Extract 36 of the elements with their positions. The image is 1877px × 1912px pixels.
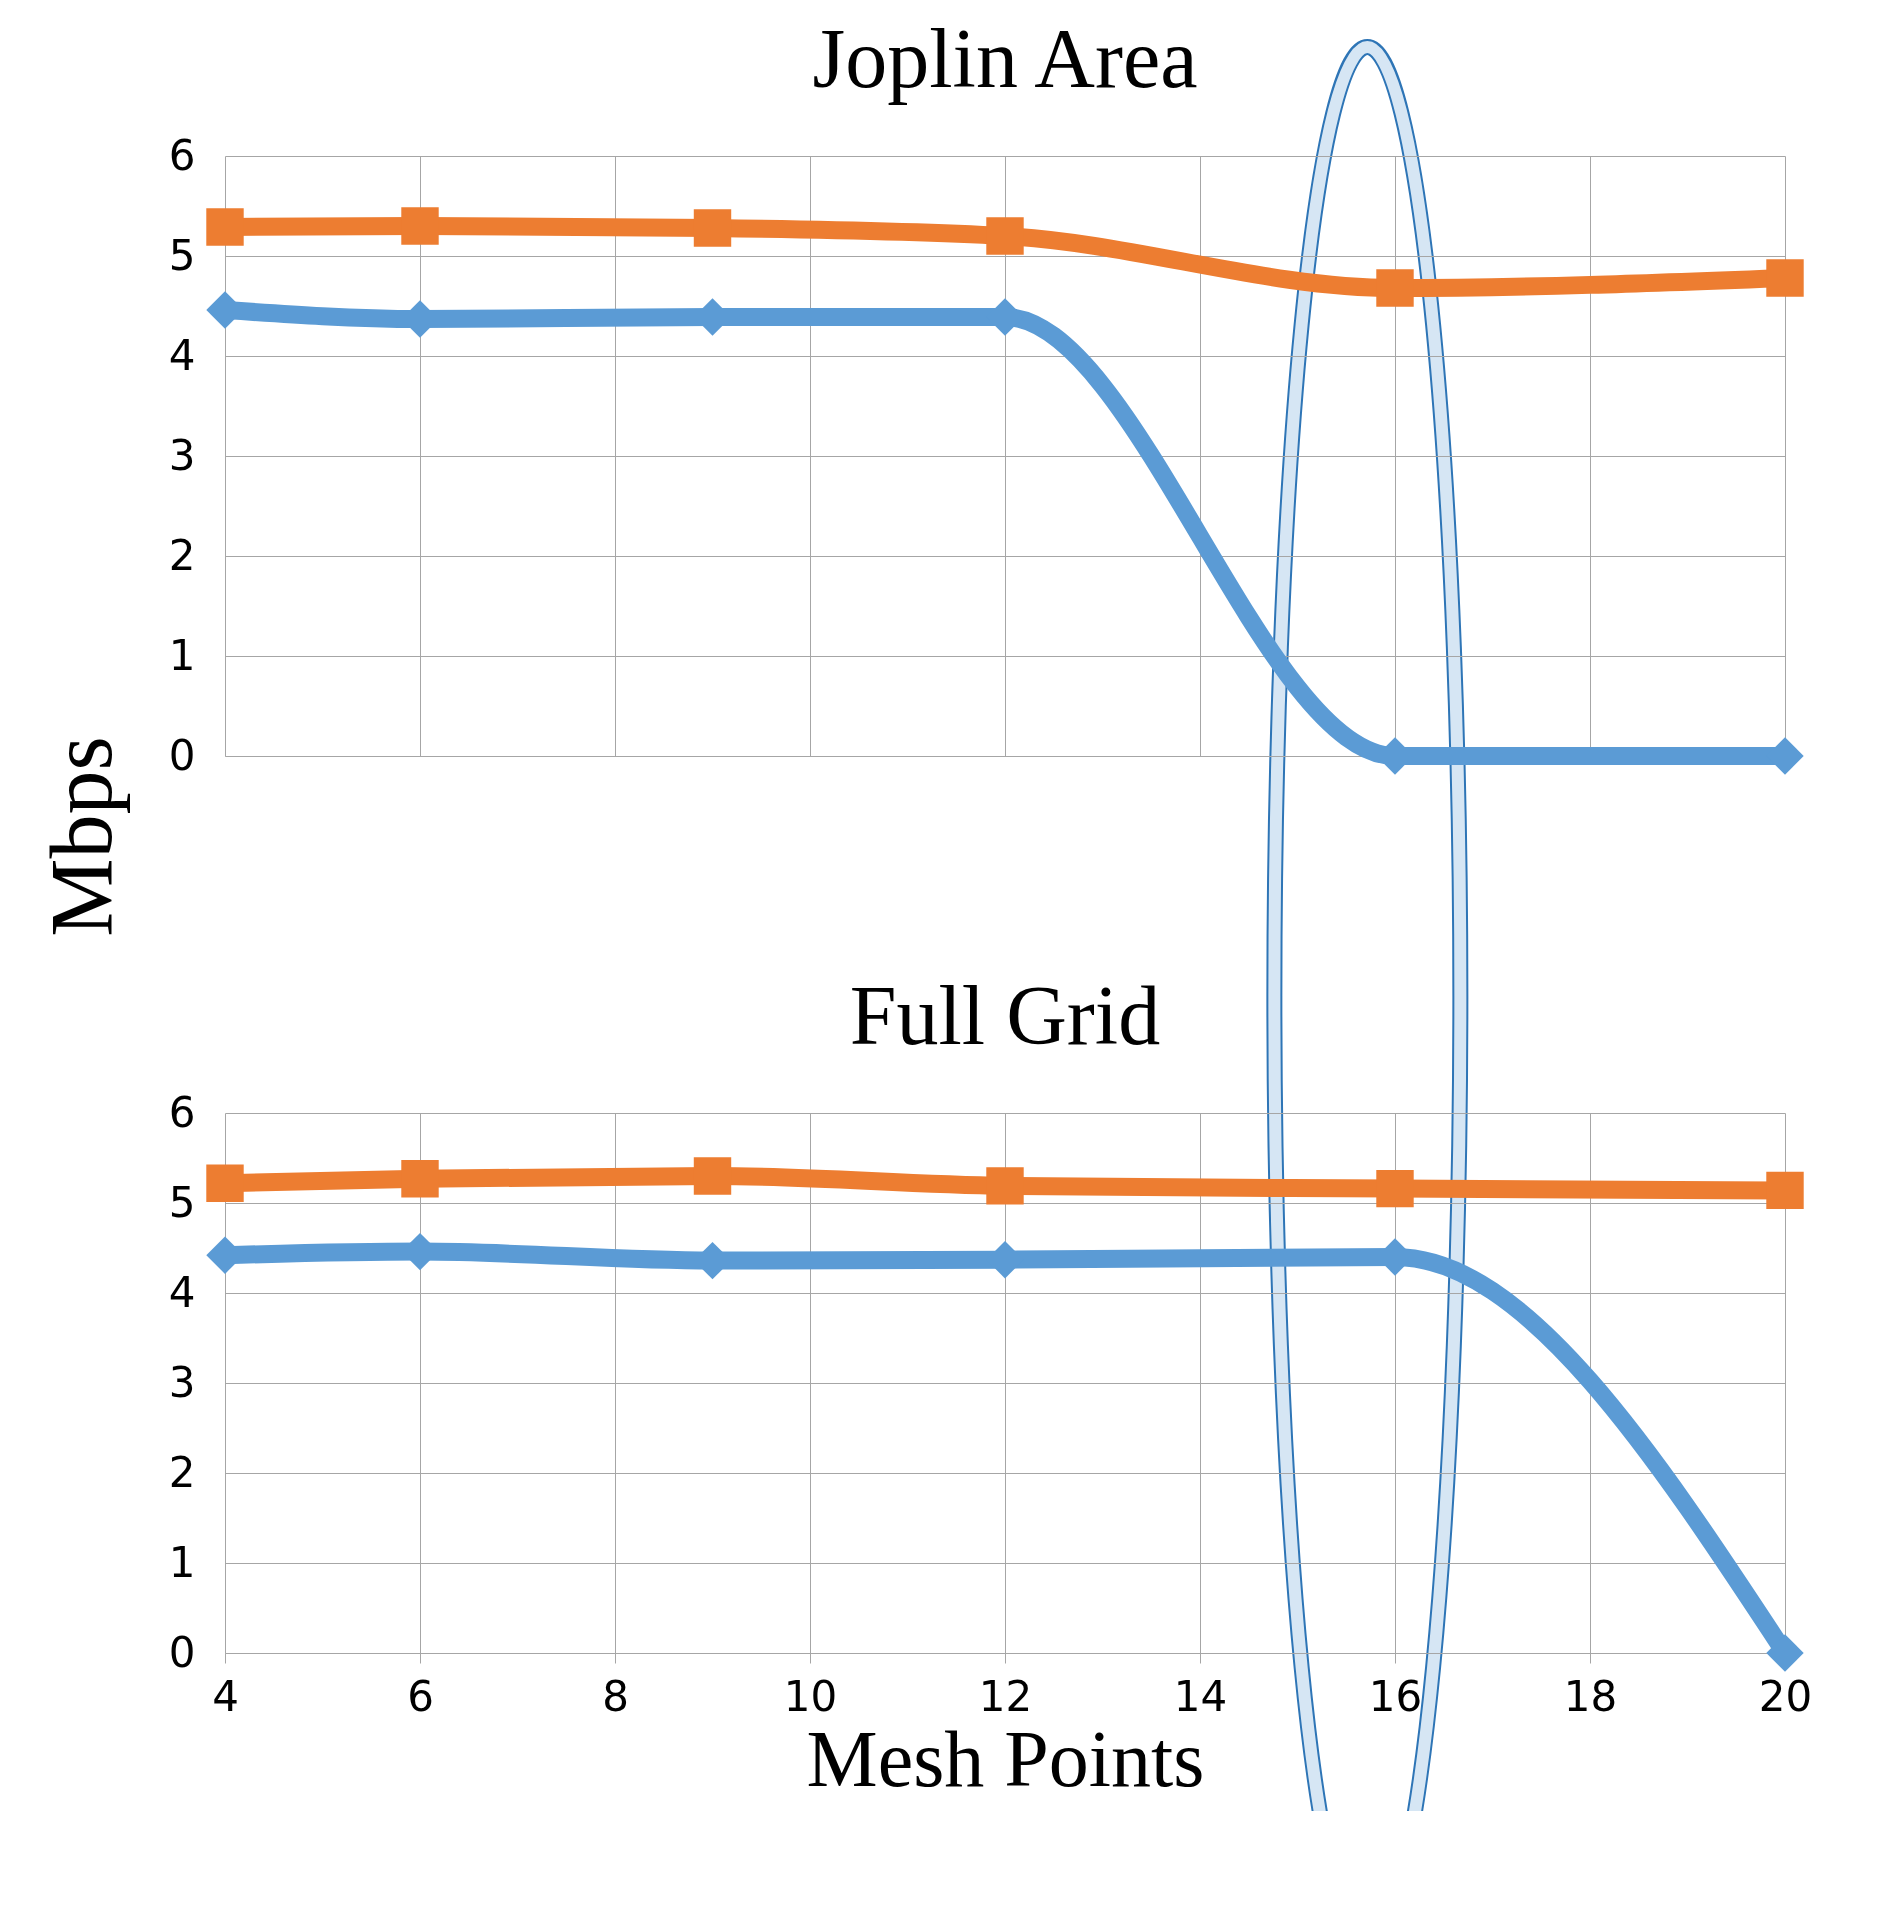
point bbox=[1376, 269, 1414, 307]
y-tick-label: 2 bbox=[168, 1447, 196, 1497]
y-tick-label: 6 bbox=[168, 1087, 196, 1137]
y-tick-label: 4 bbox=[168, 1267, 196, 1317]
point bbox=[1766, 259, 1804, 297]
x-tick-label: 6 bbox=[407, 1671, 434, 1721]
point bbox=[206, 1164, 244, 1202]
point bbox=[986, 1167, 1024, 1205]
y-tick-label: 1 bbox=[168, 630, 196, 680]
y-tick-label: 0 bbox=[168, 1627, 196, 1677]
point bbox=[1376, 1169, 1414, 1208]
x-tick-label: 20 bbox=[1758, 1671, 1813, 1721]
chart-title: Joplin Area bbox=[812, 12, 1198, 105]
chart-title: Full Grid bbox=[849, 969, 1161, 1062]
x-tick-label: 8 bbox=[602, 1671, 629, 1721]
y-tick-label: 4 bbox=[168, 330, 196, 380]
x-tick-label: 4 bbox=[212, 1671, 239, 1721]
y-tick-label: 5 bbox=[168, 230, 196, 280]
point bbox=[401, 207, 439, 245]
point bbox=[693, 209, 732, 247]
point bbox=[1766, 1171, 1804, 1210]
y-tick-label: 0 bbox=[168, 730, 196, 780]
y-axis-title: Mbps bbox=[32, 736, 130, 937]
point bbox=[693, 1157, 732, 1195]
point bbox=[1766, 1634, 1804, 1672]
point bbox=[206, 208, 244, 246]
y-tick-label: 5 bbox=[168, 1177, 196, 1227]
point bbox=[401, 1159, 439, 1198]
y-tick-label: 3 bbox=[168, 430, 196, 480]
x-tick-label: 18 bbox=[1563, 1671, 1618, 1721]
point bbox=[986, 217, 1024, 255]
y-tick-label: 6 bbox=[168, 130, 196, 180]
y-tick-label: 1 bbox=[168, 1537, 196, 1587]
x-tick-label: 16 bbox=[1368, 1671, 1423, 1721]
y-tick-label: 2 bbox=[168, 530, 196, 580]
y-tick-label: 3 bbox=[168, 1357, 196, 1407]
